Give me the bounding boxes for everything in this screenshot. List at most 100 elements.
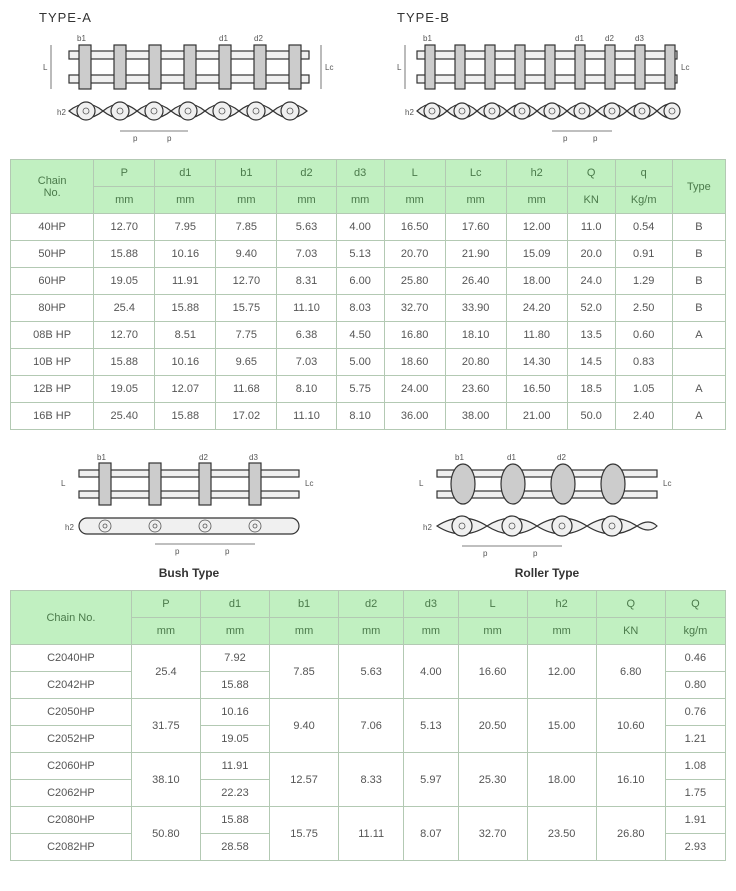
col-d1: d1: [155, 160, 216, 187]
diagram-sub-bush: Bush Type: [49, 566, 329, 580]
unit-L: mm: [384, 187, 445, 214]
diagram-svg-a: L Lc d1 d2 b1 p p h2: [39, 29, 339, 149]
table-row: C2080HP50.8015.8815.7511.118.0732.7023.5…: [11, 807, 726, 834]
cell: 4.00: [404, 645, 458, 699]
diagram-svg-roller: d1 d2 b1 L Lc p p h2: [407, 450, 687, 560]
table2-body: C2040HP25.47.927.855.634.0016.6012.006.8…: [11, 645, 726, 861]
col-d3: d3: [404, 591, 458, 618]
cell: C2062HP: [11, 780, 132, 807]
cell: 11.91: [200, 753, 269, 780]
cell: 0.91: [615, 241, 672, 268]
col-b1: b1: [216, 160, 277, 187]
cell: C2080HP: [11, 807, 132, 834]
col-q2: Q: [665, 591, 725, 618]
cell: 7.85: [270, 645, 339, 699]
cell: 19.05: [200, 726, 269, 753]
diagram-type-a: TYPE-A L Lc: [39, 10, 339, 149]
cell: 52.0: [567, 295, 615, 322]
cell: 0.54: [615, 214, 672, 241]
svg-text:Lc: Lc: [325, 63, 333, 72]
cell: 12.00: [527, 645, 596, 699]
svg-text:p: p: [225, 547, 230, 556]
col-q: q: [615, 160, 672, 187]
cell: 50HP: [11, 241, 94, 268]
cell: 2.40: [615, 403, 672, 430]
cell: 11.10: [277, 295, 336, 322]
cell: 15.75: [270, 807, 339, 861]
unit-P: mm: [131, 618, 200, 645]
cell: 20.80: [445, 349, 506, 376]
svg-text:p: p: [167, 134, 172, 143]
col-P: P: [131, 591, 200, 618]
cell: 8.03: [336, 295, 384, 322]
unit-L: mm: [458, 618, 527, 645]
cell: 13.5: [567, 322, 615, 349]
svg-text:L: L: [419, 479, 424, 488]
cell: 15.88: [94, 349, 155, 376]
cell: 9.40: [270, 699, 339, 753]
cell: 8.33: [339, 753, 404, 807]
diagram-svg-b: d1 d2 d3 b1 L Lc p: [397, 29, 697, 149]
cell: 2.93: [665, 834, 725, 861]
cell: 19.05: [94, 376, 155, 403]
svg-text:p: p: [175, 547, 180, 556]
col-d2: d2: [339, 591, 404, 618]
cell: 4.00: [336, 214, 384, 241]
svg-text:d1: d1: [219, 34, 228, 43]
cell: 11.0: [567, 214, 615, 241]
cell: 15.88: [155, 403, 216, 430]
cell: B: [672, 214, 725, 241]
cell: C2040HP: [11, 645, 132, 672]
cell: 21.00: [506, 403, 567, 430]
table-row: C2040HP25.47.927.855.634.0016.6012.006.8…: [11, 645, 726, 672]
cell: 1.08: [665, 753, 725, 780]
cell: A: [672, 322, 725, 349]
cell: 23.60: [445, 376, 506, 403]
col-chain: ChainNo.: [11, 160, 94, 214]
cell: 10.16: [155, 241, 216, 268]
svg-text:p: p: [533, 549, 538, 558]
cell: 7.03: [277, 241, 336, 268]
svg-text:b1: b1: [423, 34, 432, 43]
cell: 20.50: [458, 699, 527, 753]
unit-q: Kg/m: [615, 187, 672, 214]
cell: 5.97: [404, 753, 458, 807]
svg-text:p: p: [133, 134, 138, 143]
cell: 7.75: [216, 322, 277, 349]
svg-text:Lc: Lc: [663, 479, 671, 488]
cell: 5.13: [336, 241, 384, 268]
cell: 21.90: [445, 241, 506, 268]
cell: 9.40: [216, 241, 277, 268]
cell: 12.70: [94, 322, 155, 349]
cell: 0.46: [665, 645, 725, 672]
cell: 16.50: [506, 376, 567, 403]
table-row: 12B HP19.0512.0711.688.105.7524.0023.601…: [11, 376, 726, 403]
cell: 11.11: [339, 807, 404, 861]
diagram-svg-bush: d2 d3 b1 L Lc p p h2: [49, 450, 329, 560]
cell: 26.80: [596, 807, 665, 861]
svg-text:p: p: [593, 134, 598, 143]
cell: 28.58: [200, 834, 269, 861]
cell: C2052HP: [11, 726, 132, 753]
col-d1: d1: [200, 591, 269, 618]
cell: B: [672, 268, 725, 295]
cell: 40HP: [11, 214, 94, 241]
svg-text:L: L: [43, 63, 48, 72]
cell: C2060HP: [11, 753, 132, 780]
cell: B: [672, 241, 725, 268]
cell: 14.5: [567, 349, 615, 376]
cell: 15.75: [216, 295, 277, 322]
unit-P: mm: [94, 187, 155, 214]
cell: 12B HP: [11, 376, 94, 403]
cell: 4.50: [336, 322, 384, 349]
cell: 8.10: [336, 403, 384, 430]
cell: B: [672, 295, 725, 322]
cell: 7.03: [277, 349, 336, 376]
cell: 15.88: [200, 807, 269, 834]
cell: 7.06: [339, 699, 404, 753]
diagram-title-a: TYPE-A: [39, 10, 339, 25]
svg-text:d2: d2: [605, 34, 614, 43]
cell: 16.60: [458, 645, 527, 699]
cell: 10B HP: [11, 349, 94, 376]
cell: 18.00: [527, 753, 596, 807]
